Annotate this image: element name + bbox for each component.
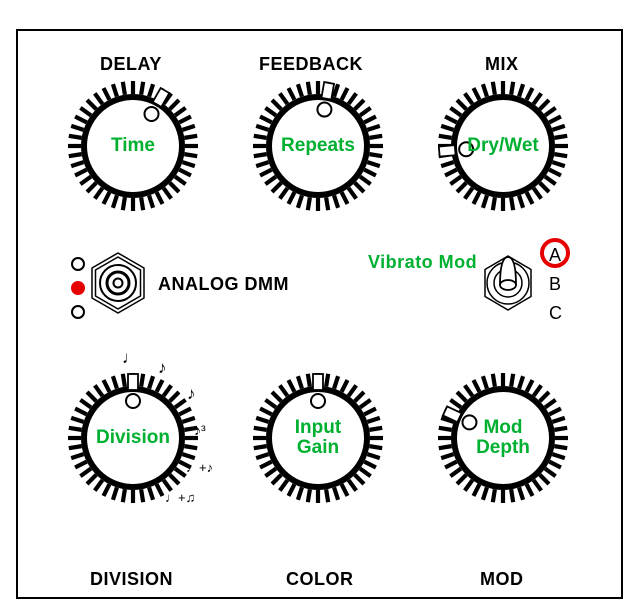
division-tick-3: ♪ [187, 385, 196, 402]
label-delay: DELAY [100, 54, 162, 75]
mode-dot-2[interactable] [71, 281, 85, 295]
knob-label: InputGain [253, 418, 383, 458]
division-tick-5: ♩+♪ [186, 461, 213, 474]
panel-frame: DELAY FEEDBACK MIX Time Repeats Dry/Wet [16, 29, 623, 599]
knob-time[interactable]: Time [68, 81, 198, 211]
knob-label: Time [68, 136, 198, 156]
jack-icon [85, 250, 151, 316]
knob-division[interactable]: Division [68, 373, 198, 503]
label-mix: MIX [485, 54, 519, 75]
knob-label: Repeats [253, 136, 383, 156]
division-tick-4: ♪³ [194, 423, 206, 437]
knob-label: Division [68, 428, 198, 448]
label-mod: MOD [480, 569, 524, 590]
knob-mod-depth[interactable]: ModDepth [438, 373, 568, 503]
label-analog-dmm: ANALOG DMM [158, 274, 289, 295]
knob-repeats[interactable]: Repeats [253, 81, 383, 211]
switch-pos-b: B [549, 274, 561, 295]
division-tick-1: ♩ [122, 349, 139, 366]
label-color: COLOR [286, 569, 354, 590]
knob-label: ModDepth [438, 418, 568, 458]
label-vibrato-mod: Vibrato Mod [368, 252, 477, 273]
label-division: DIVISION [90, 569, 173, 590]
label-feedback: FEEDBACK [259, 54, 363, 75]
knob-drywet[interactable]: Dry/Wet [438, 81, 568, 211]
mode-dot-1[interactable] [71, 257, 85, 271]
knob-input-gain[interactable]: InputGain [253, 373, 383, 503]
mode-dot-3[interactable] [71, 305, 85, 319]
division-tick-2: ♪ [158, 359, 167, 376]
knob-label: Dry/Wet [438, 136, 568, 156]
toggle-switch[interactable] [475, 250, 541, 316]
division-tick-6: ♩+♫ [165, 491, 195, 504]
switch-pos-c: C [549, 303, 562, 324]
selected-highlight [540, 238, 570, 268]
